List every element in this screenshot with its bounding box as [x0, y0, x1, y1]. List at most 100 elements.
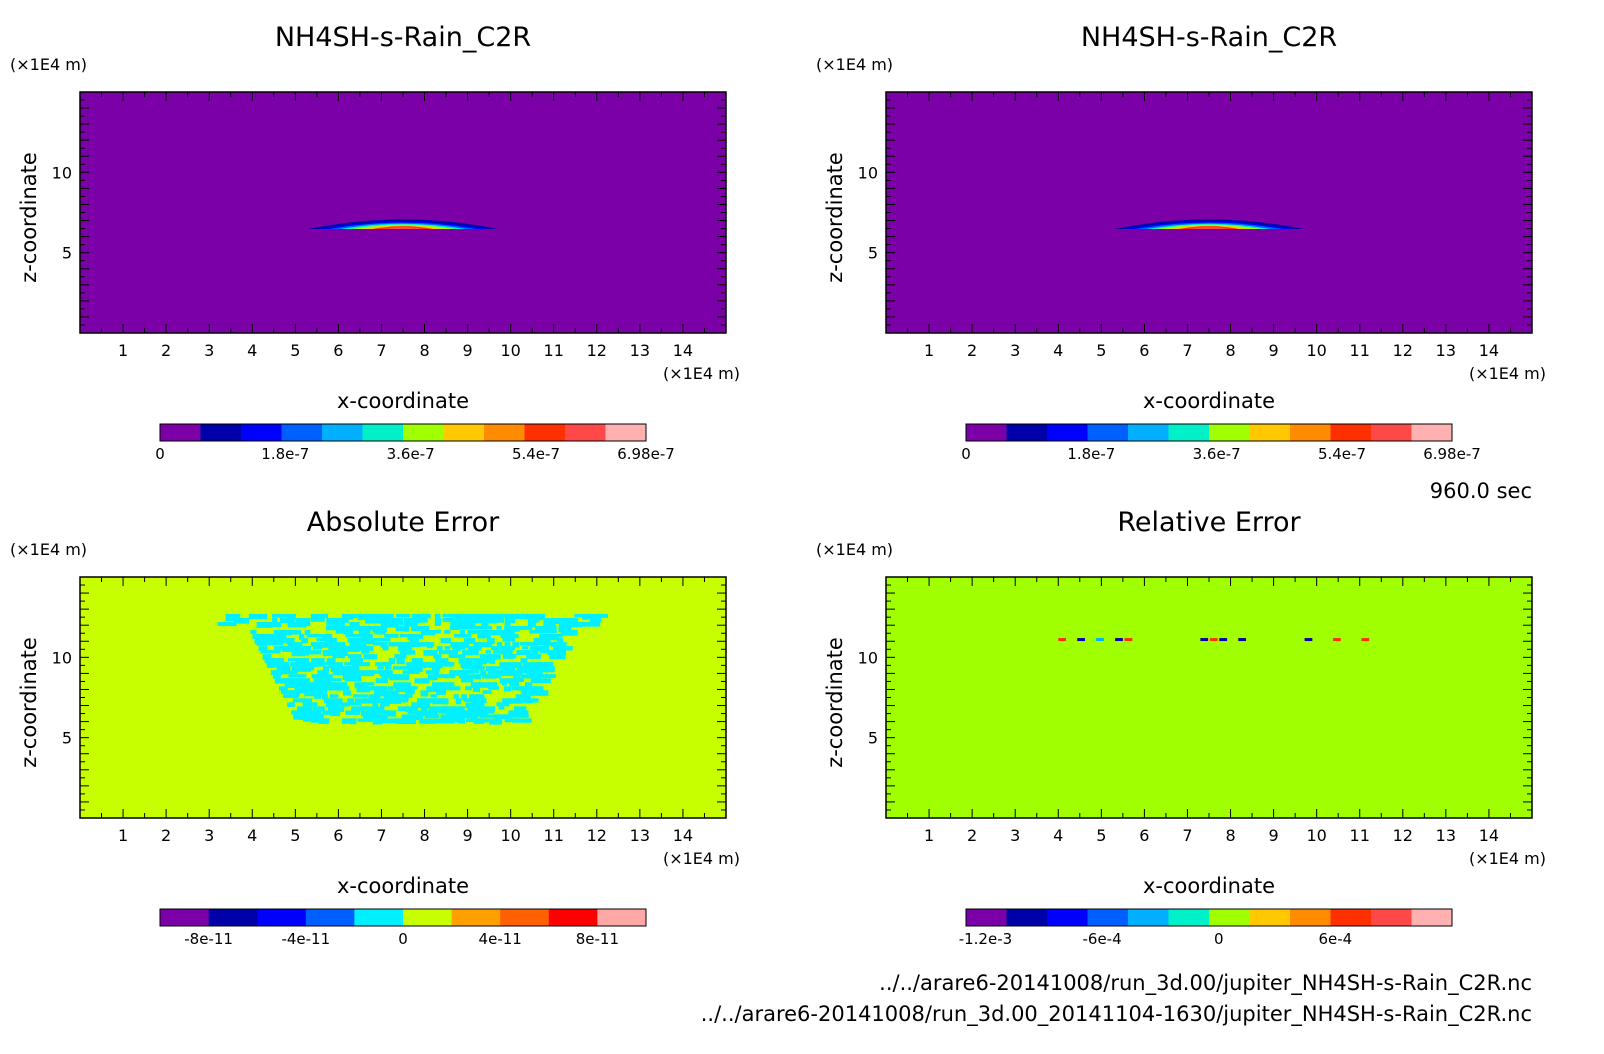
heatmap-cell — [1186, 617, 1202, 624]
heatmap-cell — [288, 690, 300, 697]
x-tick-label: 1 — [924, 826, 934, 845]
heatmap-cell — [344, 678, 362, 682]
heatmap-cell — [361, 650, 370, 654]
heatmap-cell — [1071, 630, 1089, 636]
heatmap-cell — [1102, 630, 1110, 636]
heatmap-cell — [560, 630, 578, 636]
heatmap-cell — [526, 654, 541, 659]
heatmap-cell — [481, 621, 489, 627]
heatmap-cell — [467, 630, 487, 634]
heatmap-cell — [1300, 698, 1308, 705]
heatmap-cell — [414, 678, 427, 684]
heatmap-cell — [341, 718, 353, 724]
heatmap-cell — [1023, 617, 1039, 623]
heatmap-cell — [1287, 718, 1303, 723]
heatmap-cell — [1332, 654, 1342, 660]
heatmap-cell — [1163, 658, 1171, 662]
heatmap-cell — [1188, 706, 1196, 712]
colorbar: 0 1.8e-7 3.6e-7 5.4e-7 6.98e-7 — [155, 423, 675, 463]
heatmap-cell — [1210, 674, 1226, 678]
heatmap-cell — [1127, 694, 1140, 700]
heatmap-cell — [1304, 630, 1316, 635]
heatmap-cell — [405, 690, 415, 695]
x-tick-label: 10 — [1306, 341, 1326, 360]
heatmap-cell — [1192, 638, 1205, 642]
heatmap-cell — [589, 621, 596, 626]
heatmap-cell — [506, 646, 514, 652]
heatmap-cell — [510, 714, 529, 718]
heatmap-cell — [482, 690, 492, 694]
heatmap-cell — [1314, 650, 1326, 656]
heatmap-cell — [389, 674, 410, 681]
x-tick-label: 13 — [630, 826, 650, 845]
heatmap-cell — [1292, 698, 1306, 702]
heatmap-cell — [1170, 686, 1177, 692]
heatmap-cell — [1202, 718, 1215, 722]
heatmap-cell — [509, 698, 521, 702]
heatmap-cell — [1283, 634, 1299, 639]
heatmap-cell — [332, 654, 346, 659]
colorbar-segment — [1330, 424, 1372, 441]
x-tick-label: 3 — [1010, 341, 1020, 360]
colorbar-tick-label: 0 — [398, 930, 408, 948]
colorbar-segment — [1209, 909, 1250, 926]
heatmap-cell — [295, 617, 311, 624]
heatmap-cell — [1248, 617, 1266, 624]
heatmap-cell — [474, 674, 481, 680]
heatmap-cell — [1178, 702, 1184, 707]
heatmap-cell — [1121, 666, 1133, 671]
heatmap-cell — [1364, 626, 1372, 632]
heatmap-cell — [266, 662, 275, 668]
x-tick-label: 9 — [463, 341, 473, 360]
heatmap-cell — [1209, 613, 1223, 621]
heatmap-cell — [341, 686, 350, 690]
colorbar-frame — [159, 908, 647, 927]
heatmap-cell — [493, 666, 510, 670]
heatmap-cell — [1312, 646, 1325, 652]
heatmap-cell — [1138, 638, 1154, 642]
heatmap-cell — [287, 658, 304, 662]
heatmap-cell — [292, 666, 311, 672]
heatmap-cell — [256, 621, 272, 628]
heatmap-cell — [264, 642, 284, 646]
heatmap-cell — [1077, 638, 1085, 642]
heatmap-cell — [1333, 638, 1341, 642]
heatmap-field — [80, 92, 726, 333]
heatmap-cell — [434, 686, 452, 690]
heatmap-cell — [225, 613, 241, 621]
file-path-1: ../../arare6-20141008/run_3d.00/jupiter_… — [879, 971, 1532, 996]
heatmap-cell — [310, 642, 322, 647]
heatmap-cell — [462, 650, 479, 656]
heatmap-cell — [1162, 702, 1176, 707]
heatmap-cell — [458, 621, 476, 627]
heatmap-cell — [1058, 638, 1067, 642]
heatmap-cell — [1245, 682, 1256, 688]
heatmap-cell — [1186, 626, 1201, 630]
heatmap-cell — [458, 718, 465, 724]
heatmap-cell — [1125, 674, 1140, 681]
heatmap-cell — [1262, 654, 1278, 660]
heatmap-cell — [463, 698, 475, 702]
heatmap-cell — [1171, 642, 1180, 649]
heatmap-cell — [479, 714, 488, 718]
x-tick-label: 2 — [161, 826, 171, 845]
colorbar-segment — [1047, 909, 1088, 926]
heatmap-cell — [1250, 630, 1266, 634]
heatmap-cell — [504, 718, 519, 723]
heatmap-cell — [1252, 650, 1261, 656]
heatmap-cell — [1295, 613, 1302, 620]
heatmap-cell — [1212, 678, 1227, 684]
heatmap-cell — [1315, 682, 1335, 689]
heatmap-cell — [1298, 694, 1309, 699]
heatmap-cell — [1151, 694, 1158, 701]
heatmap-cell — [1117, 674, 1131, 681]
heatmap-cell — [1360, 634, 1374, 640]
heatmap-cell — [1094, 674, 1113, 680]
heatmap-cell — [1151, 634, 1166, 638]
heatmap-cell — [1191, 682, 1203, 688]
heatmap-cell — [321, 662, 332, 666]
heatmap-cell — [481, 718, 495, 723]
heatmap-cell — [297, 646, 312, 650]
heatmap-cell — [295, 658, 307, 664]
heatmap-cell — [1287, 642, 1299, 648]
